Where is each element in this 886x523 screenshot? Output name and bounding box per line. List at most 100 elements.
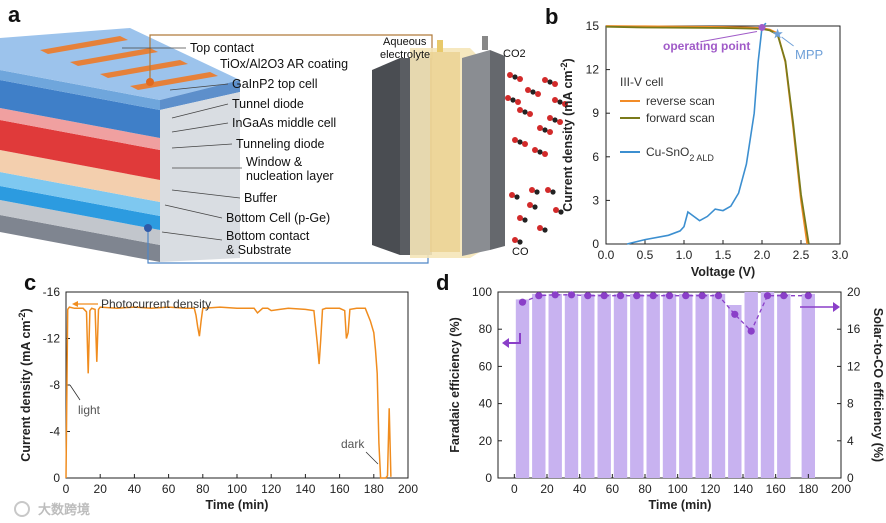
molecule-carbon [552, 117, 558, 123]
bottom-contact-dot [144, 224, 152, 232]
panel-b: b 0.0 0.5 1.0 1.5 2.0 2.5 3.0 0 3 6 9 12 15 Voltage … [545, 4, 849, 279]
watermark-logo-icon [14, 501, 30, 517]
panel-d-solar-to-co-point [584, 292, 592, 300]
panel-d-xtick-label: 200 [831, 482, 851, 496]
annotation-mpp: MPP [795, 47, 823, 62]
molecule-oxygen [527, 111, 533, 117]
panel-d-bar [801, 293, 815, 478]
molecule-carbon [537, 149, 543, 155]
panel-d-solar-to-co-point [714, 292, 723, 300]
panel-b-xtick-label: 1.0 [676, 248, 693, 262]
panel-c-xtick-label: 60 [162, 482, 176, 496]
panel-c-xlabel: Time (min) [206, 498, 269, 512]
electrolyte-label-1: Aqueous [383, 36, 427, 48]
panel-d-xtick-label: 180 [798, 482, 818, 496]
label-bottom-contact: Bottom contact [226, 229, 310, 243]
molecule-oxygen [552, 97, 558, 103]
panel-d-solar-to-co-point [682, 292, 690, 300]
molecule-oxygen [553, 207, 559, 213]
molecule-oxygen [525, 87, 531, 93]
molecule-oxygen [505, 95, 511, 101]
panel-d-xtick-label: 100 [668, 482, 688, 496]
molecule-oxygen [552, 81, 558, 87]
panel-b-mpp-arrow [781, 36, 794, 47]
panel-c-xtick-label: 20 [94, 482, 108, 496]
panel-c-ytick-label: -8 [49, 378, 60, 392]
panel-b-xtick-label: 1.5 [715, 248, 732, 262]
molecule-carbon [557, 99, 563, 105]
panel-d-solar-to-co-point [731, 310, 739, 318]
molecule-carbon [534, 189, 540, 195]
panel-d-ytick-label: 100 [472, 285, 492, 299]
panel-b-mpp-star-marker [772, 28, 783, 39]
molecule-oxygen [562, 101, 568, 107]
molecule-oxygen [517, 76, 523, 82]
panel-d-xtick-label: 20 [540, 482, 554, 496]
panel-c-letter: c [24, 270, 36, 295]
molecule-oxygen [512, 237, 518, 243]
panel-d-solar-to-co-point [600, 292, 608, 300]
molecule-oxygen [512, 137, 518, 143]
panel-d-ytick-label: 0 [485, 471, 492, 485]
panel-b-series [605, 22, 810, 245]
panel-c-xtick-label: 180 [364, 482, 384, 496]
panel-c-photocurrent-line [65, 306, 392, 479]
panel-d-xtick-label: 60 [606, 482, 620, 496]
left-axis-arrowhead [502, 338, 509, 348]
panel-b-ytick-label: 6 [592, 150, 599, 164]
panel-d-bars [515, 292, 815, 478]
molecule-oxygen [547, 129, 553, 135]
panel-c-ytick-label: 0 [53, 471, 60, 485]
panel-d-bar [695, 293, 709, 478]
panel-d-ytick-label: 40 [479, 397, 493, 411]
annotation-dark: dark [341, 437, 365, 451]
legend-photocurrent-arrow [72, 301, 78, 307]
molecule-oxygen [532, 147, 538, 153]
molecule-carbon [542, 227, 548, 233]
label-ar-coating: TiOx/Al2O3 AR coating [220, 57, 348, 71]
panel-c-xtick-label: 100 [227, 482, 247, 496]
right-axis-arrowhead [833, 302, 840, 312]
panel-d-solar-to-co-point [535, 292, 543, 300]
panel-d-bar [564, 293, 579, 478]
panel-c-xtick-label: 40 [128, 482, 142, 496]
panel-d-bar [662, 293, 677, 478]
panel-a: a T [0, 2, 568, 264]
panel-c-ytick-label: -16 [43, 285, 61, 299]
molecule-oxygen [515, 99, 521, 105]
molecule-oxygen [509, 192, 515, 198]
molecule-carbon [512, 74, 518, 80]
legend-forward-label: forward scan [646, 111, 715, 125]
panel-c-series [65, 306, 392, 479]
molecule-oxygen [542, 151, 548, 157]
legend-reverse-label: reverse scan [646, 94, 715, 108]
electrolyte-label-2: electrolyte [380, 49, 430, 61]
label-buffer: Buffer [244, 191, 277, 205]
panel-b-series-line-0 [605, 25, 809, 245]
panel-d-ytick-label: 80 [479, 322, 493, 336]
panel-d-solar-to-co-point [633, 292, 641, 300]
panel-d-xtick-label: 160 [766, 482, 786, 496]
panel-c: c 0 20 40 60 80 100 120 140 160 180 200 0 -4 -8 -12 -16… [17, 270, 418, 512]
panel-d-ticks: 0 20 40 60 80 100 120 140 160 180 2000204060801000… [472, 285, 861, 496]
panel-b-ytick-label: 15 [586, 19, 600, 33]
molecule-oxygen [517, 107, 523, 113]
label-top-contact: Top contact [190, 41, 254, 55]
panel-d-bar [630, 293, 644, 478]
panel-d-ytick-right-label: 0 [847, 471, 854, 485]
arrow-dark [365, 451, 379, 465]
panel-d-bar [532, 293, 546, 478]
panel-c-xtick-label: 0 [63, 482, 70, 496]
panel-d-solar-to-co-point [763, 292, 772, 300]
panel-d-ytick-right-label: 20 [847, 285, 861, 299]
molecule-oxygen [547, 115, 553, 121]
panel-b-operating-point-arrow [701, 30, 758, 42]
molecule-carbon [550, 189, 556, 195]
panel-d-bar [646, 293, 660, 478]
molecule-oxygen [557, 119, 563, 125]
panel-b-xtick-label: 2.0 [754, 248, 771, 262]
panel-d-bar [711, 293, 726, 478]
panel-d-bar [613, 293, 628, 478]
label-bottom-cell: Bottom Cell (p-Ge) [226, 211, 330, 225]
molecule-carbon [510, 97, 516, 103]
